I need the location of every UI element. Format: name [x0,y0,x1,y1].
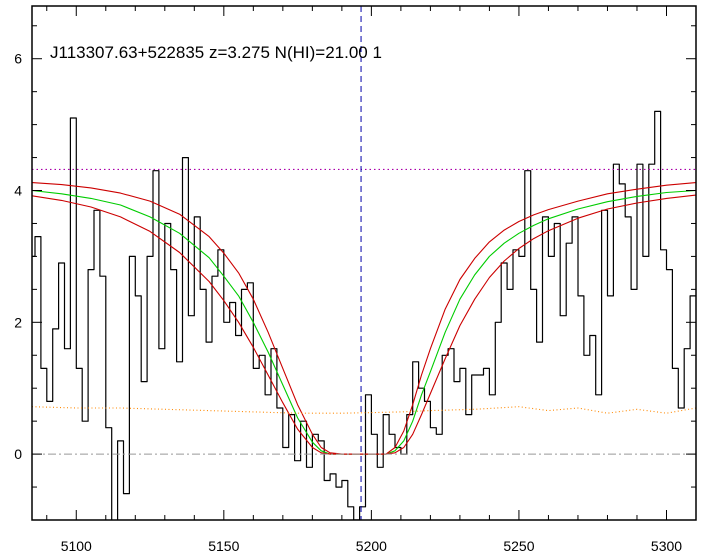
plot-frame [31,5,697,521]
x-tick-label: 5250 [503,538,534,554]
x-tick-label: 5150 [208,538,239,554]
y-tick-label: 2 [14,314,22,330]
chart-title: J113307.63+522835 z=3.275 N(HI)=21.00 1 [50,43,382,62]
series-layer [32,110,696,520]
series-model-lower [32,194,696,455]
axes: 5100 5150 5200 5250 5300 0 2 4 6 [14,5,697,554]
x-tick-label: 5100 [61,538,92,554]
y-tick-label: 0 [14,446,22,462]
reference-lines [32,6,696,520]
x-tick-label: 5200 [356,538,387,554]
series-flux [32,110,696,520]
x-tick-label: 5300 [651,538,682,554]
y-tick-label: 4 [14,183,22,199]
y-tick-label: 6 [14,51,22,67]
